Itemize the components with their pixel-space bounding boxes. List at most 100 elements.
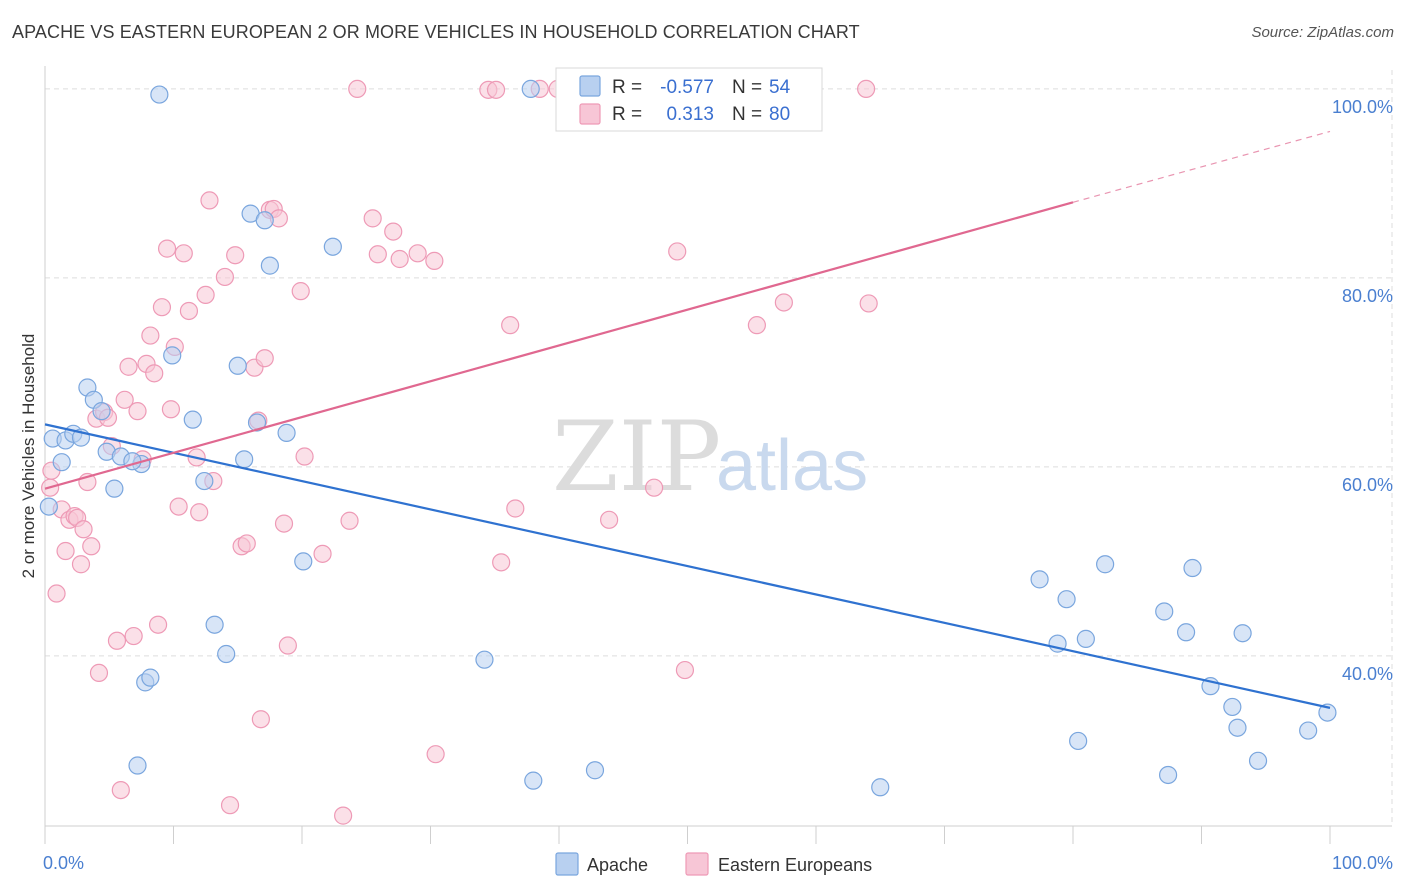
eastern-point (71, 555, 91, 574)
apache-point (1176, 623, 1196, 642)
legend-eastern-n-label: N = (732, 104, 762, 125)
apache-point (1223, 697, 1242, 717)
y-axis-label: 2 or more Vehicles in Household (19, 334, 38, 579)
legend-swatch-eastern (579, 103, 601, 125)
eastern-point (859, 294, 878, 313)
apache-point (1158, 765, 1178, 785)
y-tick-label: 40.0% (1342, 664, 1393, 684)
apache-point (39, 497, 58, 516)
apache-trend-line (44, 423, 1331, 709)
legend-eastern-r-label: R = (612, 104, 642, 125)
eastern-point (128, 402, 147, 421)
eastern-point (174, 244, 193, 263)
apache-point (1069, 731, 1088, 751)
eastern-point (226, 246, 245, 265)
bottom-legend-swatch-apache (555, 852, 579, 876)
apache-point (585, 761, 605, 780)
eastern-point (107, 631, 127, 650)
eastern-point (675, 660, 695, 680)
eastern-point (74, 520, 93, 539)
apache-point (1155, 602, 1174, 621)
eastern-point (506, 499, 525, 518)
gridlines (45, 70, 1393, 826)
eastern-point (255, 349, 274, 368)
apache-point (195, 471, 214, 491)
eastern-trend-extension (1072, 130, 1331, 203)
eastern-point (486, 80, 506, 99)
eastern-point (348, 79, 367, 99)
apache-point (521, 79, 540, 99)
eastern-point (200, 191, 219, 210)
apache-point (163, 346, 182, 365)
apache-point (260, 256, 279, 275)
eastern-point (220, 796, 240, 815)
eastern-point (368, 245, 387, 264)
eastern-point (501, 316, 520, 335)
eastern-point (148, 615, 168, 634)
y-tick-label: 100.0% (1332, 97, 1393, 117)
eastern-point (124, 626, 143, 646)
eastern-point (668, 242, 687, 261)
eastern-trend-line (44, 201, 1074, 490)
eastern-point (274, 514, 294, 533)
y-tick-label: 60.0% (1342, 475, 1393, 495)
apache-point (1318, 703, 1337, 722)
eastern-point (82, 537, 101, 556)
eastern-point (89, 663, 109, 683)
watermark-zip: ZIP (552, 401, 721, 513)
eastern-point (115, 390, 134, 409)
eastern-point (747, 316, 766, 335)
eastern-point (334, 806, 353, 825)
eastern-point (363, 209, 382, 228)
eastern-point (390, 249, 409, 269)
apache-point (277, 423, 296, 442)
eastern-point (161, 400, 181, 419)
axes (44, 66, 1392, 844)
x-tick-label: 0.0% (43, 853, 84, 873)
legend-swatch-apache (579, 75, 601, 97)
eastern-point (119, 357, 138, 376)
apache-point (475, 650, 494, 669)
apache-point (150, 85, 169, 104)
apache-point (92, 402, 111, 421)
eastern-point (295, 447, 314, 466)
eastern-point (215, 267, 234, 287)
eastern-point (278, 636, 297, 655)
eastern-point (857, 79, 876, 99)
apache-point (183, 410, 202, 429)
y-tick-labels: 40.0% 60.0% 80.0% 100.0% (1332, 97, 1393, 684)
eastern-point (152, 298, 172, 317)
y-tick-label: 80.0% (1342, 286, 1393, 306)
legend-apache-n-value: 54 (769, 77, 791, 98)
apache-point (247, 413, 267, 432)
eastern-point (340, 511, 359, 530)
eastern-point (237, 534, 256, 553)
eastern-point (425, 251, 444, 270)
watermark-atlas: atlas (716, 426, 868, 506)
eastern-point (196, 285, 215, 305)
apache-point (1228, 718, 1247, 737)
eastern-point (600, 510, 619, 529)
bottom-legend-swatch-eastern (685, 852, 709, 876)
apache-point (1096, 555, 1115, 574)
legend-apache-r-label: R = (612, 77, 642, 98)
eastern-point (141, 326, 160, 345)
apache-point (105, 479, 124, 498)
source-credit: Source: ZipAtlas.com (1251, 24, 1394, 41)
apache-point (1076, 629, 1095, 648)
eastern-point (190, 503, 209, 522)
apache-point (1299, 721, 1318, 740)
stats-legend: R = -0.577 N = 54 R = 0.313 N = 80 (555, 67, 823, 132)
eastern-point (157, 239, 177, 258)
apache-point (1233, 624, 1252, 643)
apache-point (228, 356, 247, 375)
legend-eastern-r-value: 0.313 (666, 104, 714, 125)
apache-point (217, 644, 236, 664)
series-legend: Apache Eastern Europeans (555, 852, 872, 876)
chart-title: APACHE VS EASTERN EUROPEAN 2 OR MORE VEH… (12, 22, 860, 42)
apache-point (1030, 570, 1049, 589)
eastern-point (291, 282, 310, 301)
x-tick-label: 100.0% (1332, 853, 1393, 873)
eastern-point (492, 553, 511, 572)
